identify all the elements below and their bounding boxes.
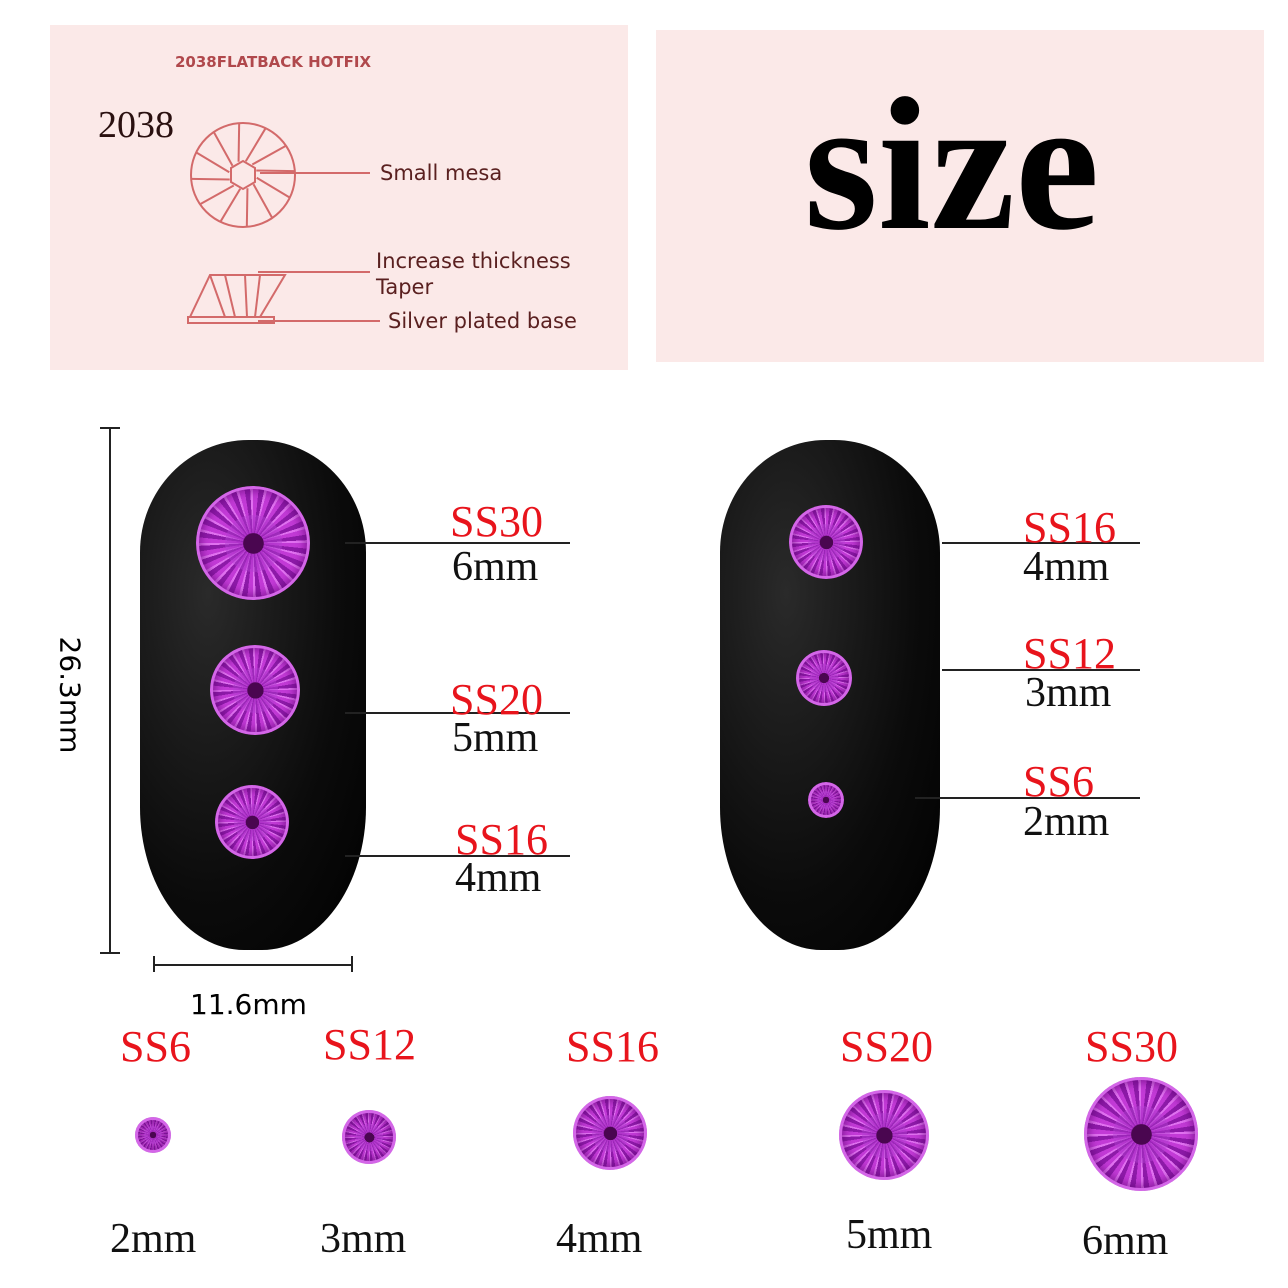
gem-ss6 <box>135 1117 171 1153</box>
gem-ss30-left-nail <box>196 486 310 600</box>
callout-line <box>345 712 570 714</box>
callout-line <box>345 855 570 857</box>
gem-ss16-left-nail <box>215 785 289 859</box>
gem-ss12 <box>342 1110 396 1164</box>
gem-ss30 <box>1084 1077 1198 1191</box>
gem-ss6-right-nail <box>808 782 844 818</box>
callout-mm: 6mm <box>452 544 539 590</box>
model-number: 2038 <box>98 104 174 146</box>
callout-ss: SS16 <box>1023 503 1116 552</box>
diagram-heading: 2038FLATBACK HOTFIX <box>175 53 372 71</box>
row-ss-label: SS16 <box>566 1022 659 1071</box>
facet-line <box>245 188 249 227</box>
row-ss-label: SS20 <box>840 1022 933 1071</box>
callout-mm: 4mm <box>455 855 542 901</box>
gem-ss12-right-nail <box>796 650 852 706</box>
callout-line <box>942 542 1140 544</box>
facet-line <box>237 123 241 162</box>
height-dimension-line <box>109 427 111 954</box>
row-mm-label: 6mm <box>1082 1218 1169 1264</box>
label-increase-thickness: Increase thickness <box>376 249 571 273</box>
gem-ss16 <box>573 1096 647 1170</box>
facet-line <box>212 131 234 167</box>
row-mm-label: 3mm <box>320 1216 407 1262</box>
rhinestone-drawing <box>187 122 380 324</box>
callout-mm: 2mm <box>1023 799 1110 845</box>
facet-line <box>256 176 291 199</box>
row-mm-label: 5mm <box>846 1212 933 1258</box>
facet-line <box>252 183 274 219</box>
callout-ss: SS30 <box>450 497 543 546</box>
row-mm-label: 4mm <box>556 1216 643 1262</box>
callout-line <box>345 542 570 544</box>
label-small-mesa: Small mesa <box>380 161 503 185</box>
callout-mm: 4mm <box>1023 544 1110 590</box>
title-panel: size <box>656 30 1264 362</box>
callout-ss: SS20 <box>450 675 543 724</box>
height-tick-top <box>100 427 120 429</box>
callout-ss: SS16 <box>455 815 548 864</box>
callout-mm: 3mm <box>1025 670 1112 716</box>
facet-line <box>195 151 230 174</box>
label-taper: Taper <box>376 275 434 299</box>
facet-line <box>256 169 295 173</box>
structure-diagram-panel: 2038FLATBACK HOTFIX 2038 Small mesa Incr… <box>50 25 628 370</box>
callout-line <box>942 669 1140 671</box>
facet-line <box>199 184 235 206</box>
gem-ss20 <box>839 1090 929 1180</box>
callout-mm: 5mm <box>452 715 539 761</box>
width-tick-right <box>351 956 353 972</box>
facet-line <box>219 188 242 223</box>
title-size: size <box>804 60 1100 270</box>
height-label: 26.3mm <box>53 636 87 754</box>
row-ss-label: SS6 <box>120 1022 191 1071</box>
row-mm-label: 2mm <box>110 1216 197 1262</box>
facet-line <box>251 144 287 166</box>
callout-ss: SS12 <box>1023 629 1116 678</box>
gem-ss16-right-nail <box>789 505 863 579</box>
callout-ss: SS6 <box>1023 757 1094 806</box>
width-tick-left <box>153 956 155 972</box>
row-ss-label: SS30 <box>1085 1022 1178 1071</box>
width-dimension-line <box>154 964 352 966</box>
facet-line <box>191 177 230 181</box>
callout-line <box>915 797 1140 799</box>
height-tick-bottom <box>100 952 120 954</box>
label-silver-plated-base: Silver plated base <box>388 309 577 333</box>
gem-ss20-left-nail <box>210 645 300 735</box>
row-ss-label: SS12 <box>323 1020 416 1069</box>
width-label: 11.6mm <box>190 988 307 1021</box>
facet-line <box>244 127 267 162</box>
